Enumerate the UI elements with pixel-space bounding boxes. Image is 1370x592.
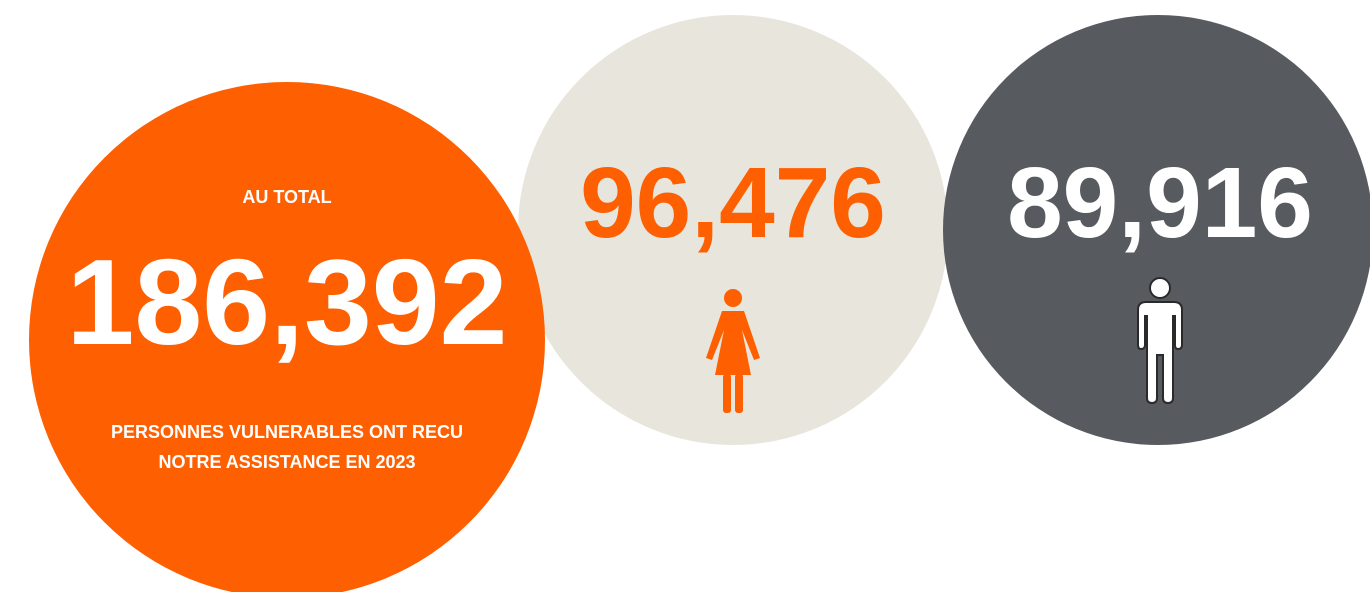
total-label: AU TOTAL (242, 187, 332, 207)
woman-icon (706, 289, 760, 413)
men-circle (943, 15, 1370, 445)
women-circle (518, 15, 948, 445)
total-circle (29, 82, 545, 592)
man-icon (1137, 277, 1183, 405)
men-value: 89,916 (1007, 147, 1313, 259)
total-caption: PERSONNES VULNERABLES ONT RECU NOTRE ASS… (110, 422, 464, 472)
total-value: 186,392 (66, 234, 508, 370)
women-value: 96,476 (580, 147, 886, 259)
